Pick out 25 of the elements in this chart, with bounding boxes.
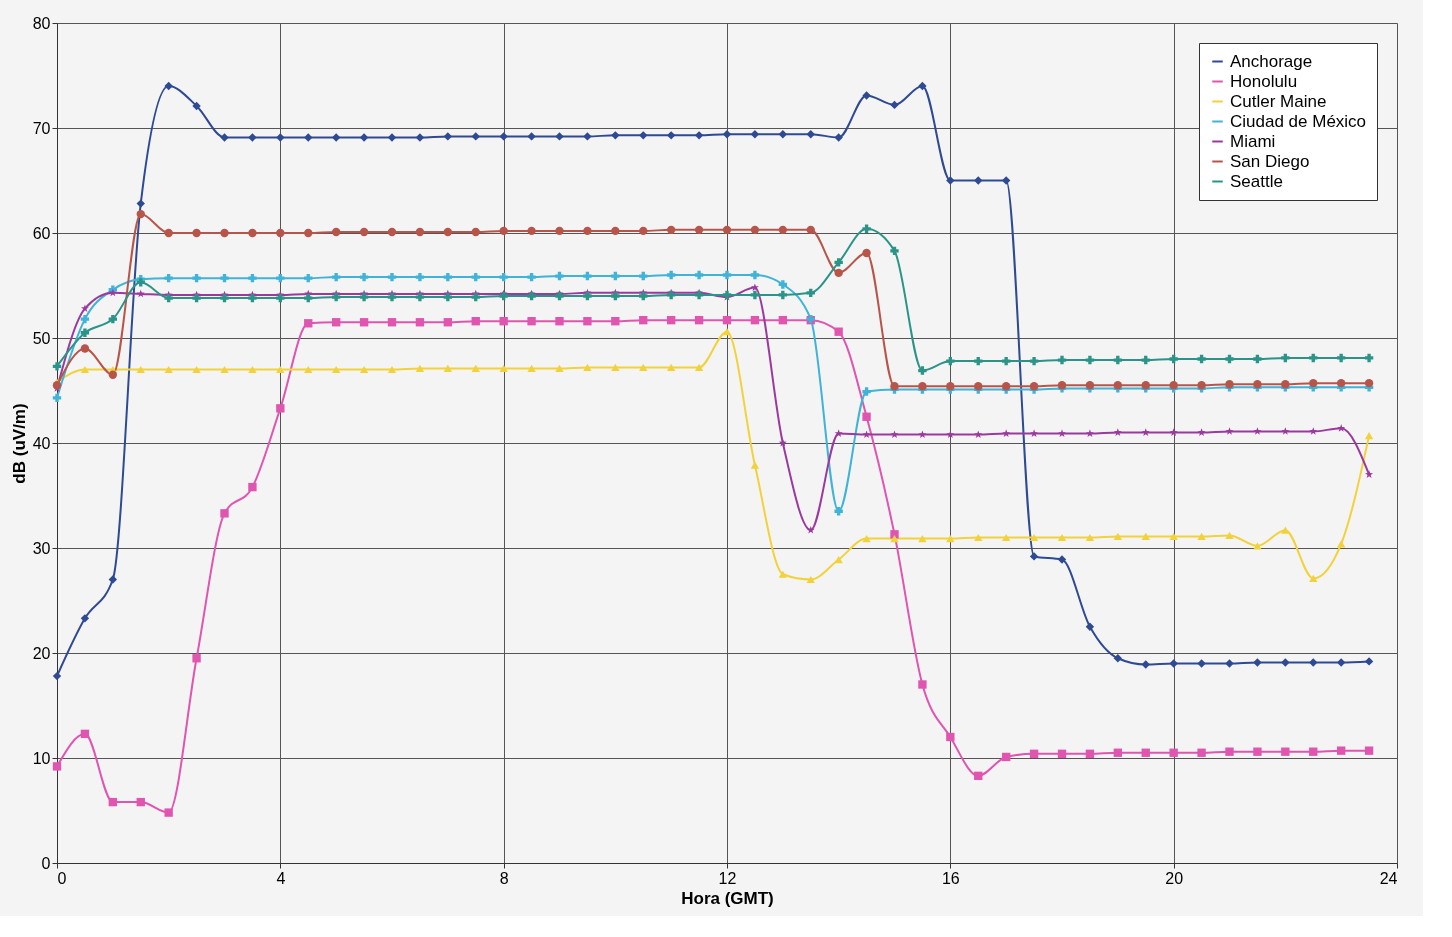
- y-tick-label: 80: [32, 14, 51, 32]
- x-tick-label: 4: [276, 869, 286, 887]
- y-tick-label: 50: [32, 329, 51, 347]
- x-tick-label: 20: [1165, 869, 1184, 887]
- x-tick-label: 8: [499, 869, 509, 887]
- x-axis-title: Hora (GMT): [681, 888, 774, 908]
- y-axis-title: dB (uV/m): [9, 403, 29, 484]
- x-tick-label: 0: [57, 869, 67, 887]
- y-tick-label: 70: [32, 119, 51, 137]
- y-tick-label: 60: [32, 224, 51, 242]
- legend-label: Seattle: [1230, 171, 1283, 191]
- x-tick-label: 16: [941, 869, 960, 887]
- legend-label: Cutler Maine: [1230, 91, 1327, 111]
- y-tick-label: 0: [41, 854, 51, 872]
- y-tick-label: 40: [32, 434, 51, 452]
- y-tick-label: 30: [32, 539, 51, 557]
- y-tick-label: 10: [32, 749, 51, 767]
- legend-label: Miami: [1230, 131, 1276, 151]
- legend-label: Ciudad de México: [1230, 111, 1367, 131]
- y-tick-label: 20: [32, 644, 51, 662]
- legend-label: Anchorage: [1230, 51, 1313, 71]
- x-tick-label: 12: [718, 869, 737, 887]
- legend-label: Honolulu: [1230, 71, 1298, 91]
- x-tick-label: 24: [1379, 869, 1398, 887]
- legend-label: San Diego: [1230, 151, 1310, 171]
